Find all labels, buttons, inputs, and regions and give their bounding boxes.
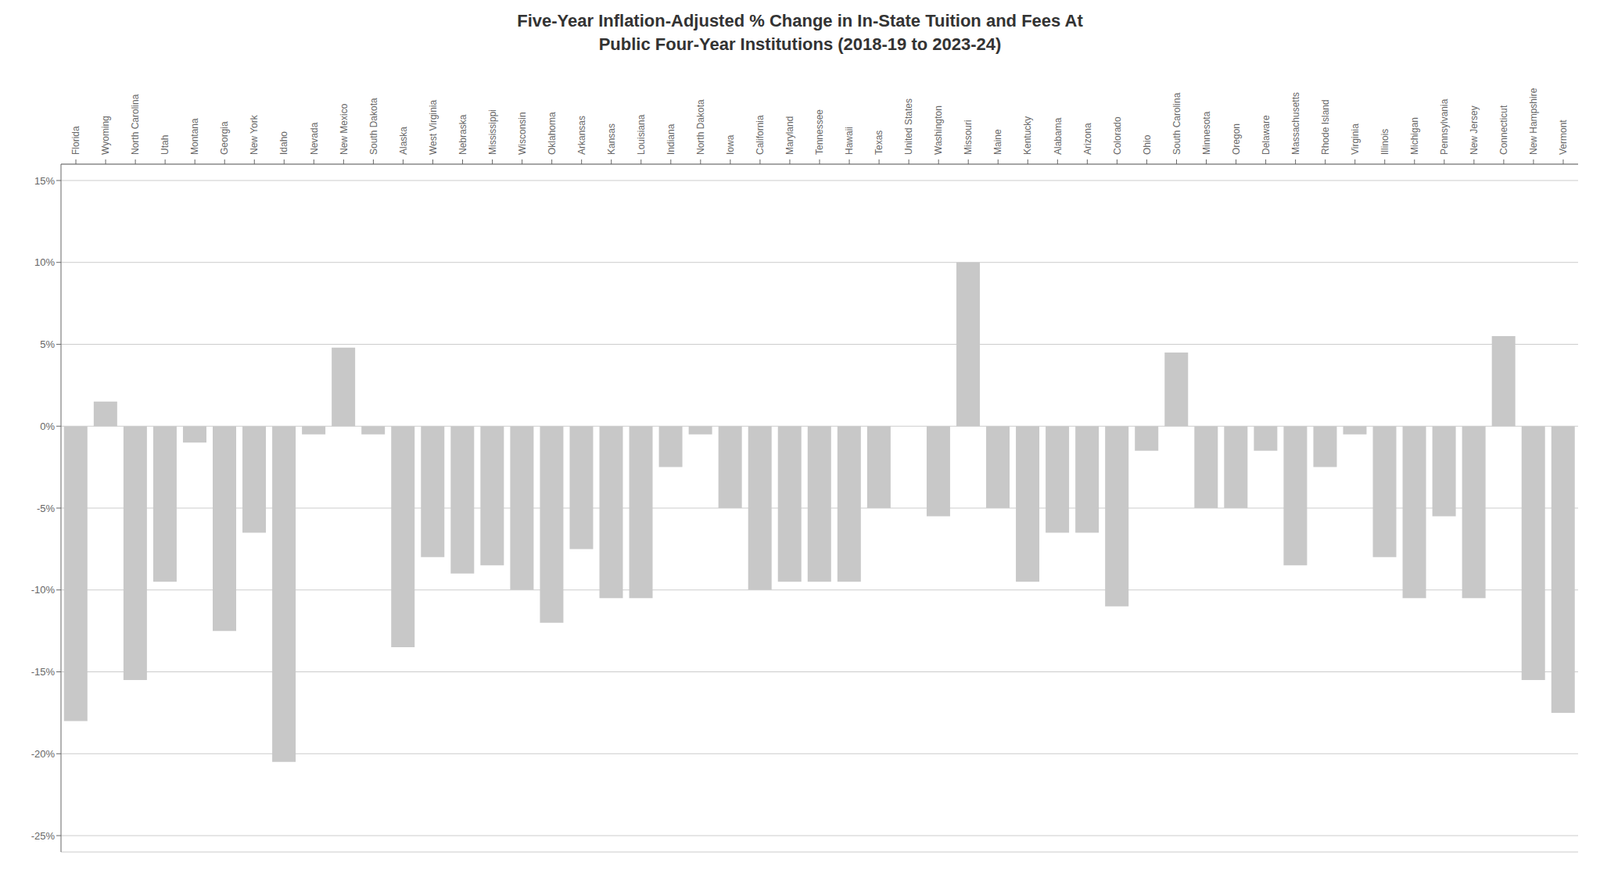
html-text:Five-Year Inflation-Adjusted %: Five-Year Inflation-Adjusted % Change in… (517, 10, 1083, 31)
svg-text:Utah: Utah (159, 135, 171, 155)
svg-text:Connecticut: Connecticut (1498, 104, 1510, 155)
svg-text:West Virginia: West Virginia (427, 99, 439, 155)
svg-text:Colorado: Colorado (1112, 116, 1123, 155)
svg-text:Oregon: Oregon (1230, 123, 1242, 155)
svg-text:Indiana: Indiana (665, 123, 677, 155)
svg-text:Vermont: Vermont (1557, 119, 1569, 155)
svg-text:Alaska: Alaska (398, 126, 409, 155)
svg-text:United States: United States (903, 98, 915, 155)
svg-text:Tennessee: Tennessee (814, 109, 826, 155)
svg-text:North Dakota: North Dakota (695, 99, 707, 155)
svg-text:Idaho: Idaho (278, 131, 290, 155)
svg-text:Michigan: Michigan (1409, 117, 1421, 155)
svg-text:Ohio: Ohio (1141, 134, 1153, 155)
svg-text:Washington: Washington (932, 105, 944, 155)
svg-text:California: California (754, 114, 766, 155)
svg-text:Texas: Texas (873, 130, 885, 155)
svg-text:Florida: Florida (70, 125, 82, 155)
svg-text:Maine: Maine (992, 129, 1004, 155)
svg-text:Montana: Montana (189, 118, 201, 155)
svg-text:South Carolina: South Carolina (1171, 92, 1183, 155)
svg-text:-5%: -5% (36, 502, 56, 515)
svg-text:Arkansas: Arkansas (576, 115, 588, 155)
svg-text:Wyoming: Wyoming (100, 115, 112, 155)
svg-text:Delaware: Delaware (1260, 114, 1272, 155)
svg-text:Alabama: Alabama (1052, 117, 1064, 155)
html-text:Public Four-Year Institutions: Public Four-Year Institutions (2018-19 t… (598, 34, 1002, 54)
svg-text:North Carolina: North Carolina (129, 93, 141, 155)
svg-text:Arizona: Arizona (1082, 122, 1094, 155)
svg-text:South Dakota: South Dakota (368, 97, 380, 155)
svg-text:Virginia: Virginia (1349, 123, 1361, 155)
svg-text:Mississippi: Mississippi (487, 109, 499, 155)
svg-text:Georgia: Georgia (218, 121, 230, 155)
svg-text:-10%: -10% (31, 584, 56, 596)
svg-text:Oklahoma: Oklahoma (546, 111, 558, 155)
svg-text:Kentucky: Kentucky (1022, 116, 1034, 155)
svg-text:Louisiana: Louisiana (635, 114, 647, 155)
svg-text:Nevada: Nevada (308, 121, 320, 155)
svg-text:New York: New York (248, 114, 260, 155)
svg-text:Wisconsin: Wisconsin (516, 111, 528, 155)
svg-text:Kansas: Kansas (606, 123, 618, 155)
svg-text:0%: 0% (39, 420, 55, 433)
svg-text:10%: 10% (34, 256, 55, 269)
svg-text:Maryland: Maryland (784, 116, 796, 155)
svg-text:Nebraska: Nebraska (457, 114, 469, 155)
svg-text:-20%: -20% (31, 748, 56, 761)
svg-text:5%: 5% (39, 338, 55, 351)
svg-text:Minnesota: Minnesota (1201, 111, 1213, 155)
svg-text:Hawaii: Hawaii (843, 126, 855, 155)
svg-text:New Hampshire: New Hampshire (1528, 87, 1540, 155)
svg-text:New Jersey: New Jersey (1468, 105, 1480, 155)
svg-text:Rhode Island: Rhode Island (1320, 99, 1331, 155)
svg-text:Missouri: Missouri (962, 119, 974, 155)
svg-text:Pennsylvania: Pennsylvania (1438, 98, 1450, 155)
svg-text:15%: 15% (34, 175, 55, 187)
svg-text:-15%: -15% (31, 666, 56, 679)
svg-text:-25%: -25% (31, 830, 56, 843)
svg-text:New Mexico: New Mexico (338, 103, 350, 155)
svg-text:Iowa: Iowa (724, 134, 736, 155)
svg-text:Illinois: Illinois (1379, 129, 1391, 155)
svg-text:Massachusetts: Massachusetts (1290, 92, 1302, 155)
